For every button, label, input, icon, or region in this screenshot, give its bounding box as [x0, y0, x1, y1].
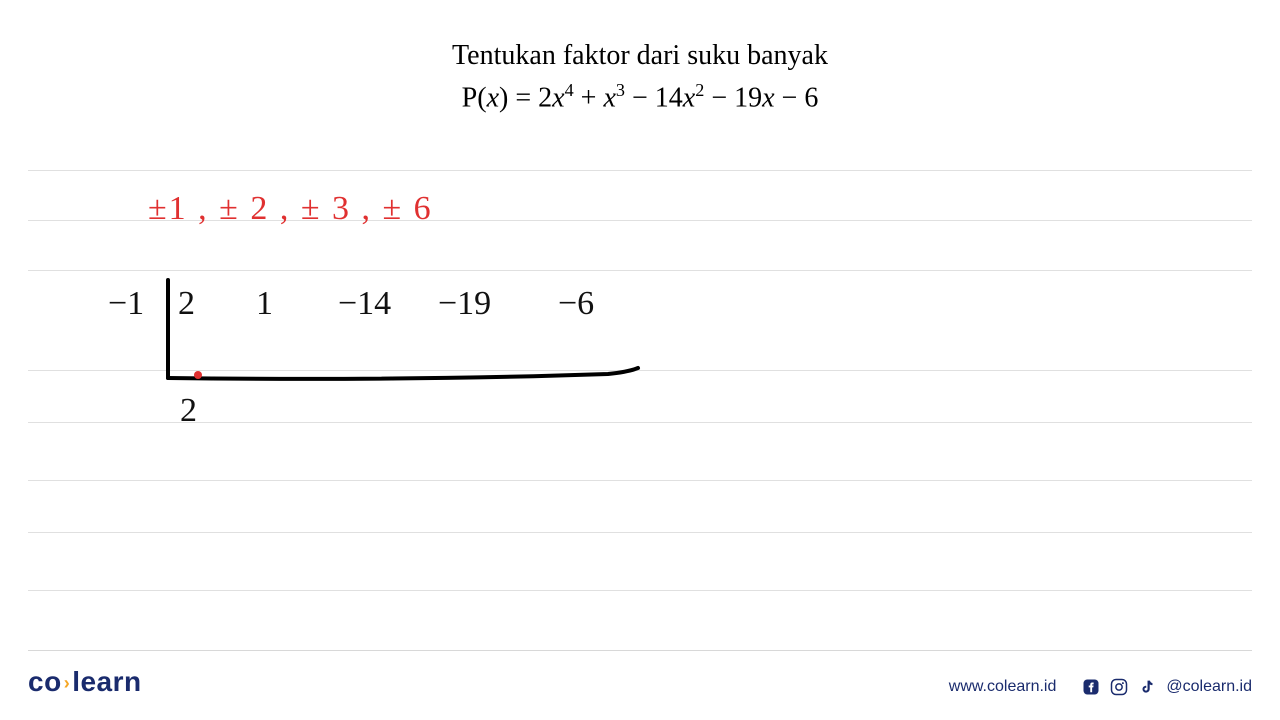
ruled-line [28, 270, 1252, 271]
footer-divider [28, 650, 1252, 651]
logo-accent: › [62, 673, 73, 693]
coefficient-value: 2 [178, 285, 195, 323]
brand-logo: co›learn [28, 666, 142, 698]
footer-right: www.colearn.id @colearn.id [949, 678, 1252, 696]
footer: co›learn www.colearn.id @colearn.id [0, 650, 1280, 720]
instagram-icon [1110, 678, 1128, 696]
ruled-line [28, 590, 1252, 591]
ruled-line [28, 370, 1252, 371]
footer-handle: @colearn.id [1166, 678, 1252, 696]
ruled-line [28, 422, 1252, 423]
problem-title: Tentukan faktor dari suku banyak [0, 35, 1280, 77]
coefficient-value: −19 [438, 285, 491, 323]
polynomial-expression: P(x) = 2x4 + x3 − 14x2 − 19x − 6 [0, 77, 1280, 119]
quotient-first: 2 [180, 392, 197, 430]
ruled-line [28, 170, 1252, 171]
possible-factors: ±1 , ± 2 , ± 3 , ± 6 [148, 190, 433, 228]
facebook-icon [1082, 678, 1100, 696]
tiktok-icon [1138, 678, 1156, 696]
logo-text-right: learn [72, 666, 141, 697]
ruled-line [28, 532, 1252, 533]
coefficient-value: −14 [338, 285, 391, 323]
ruled-line [28, 480, 1252, 481]
footer-url: www.colearn.id [949, 678, 1057, 696]
problem-statement: Tentukan faktor dari suku banyak P(x) = … [0, 35, 1280, 119]
coefficient-value: 1 [256, 285, 273, 323]
synthetic-divisor: −1 [108, 285, 144, 323]
writing-area [28, 170, 1252, 625]
logo-text-left: co [28, 666, 62, 697]
coefficient-value: −6 [558, 285, 594, 323]
